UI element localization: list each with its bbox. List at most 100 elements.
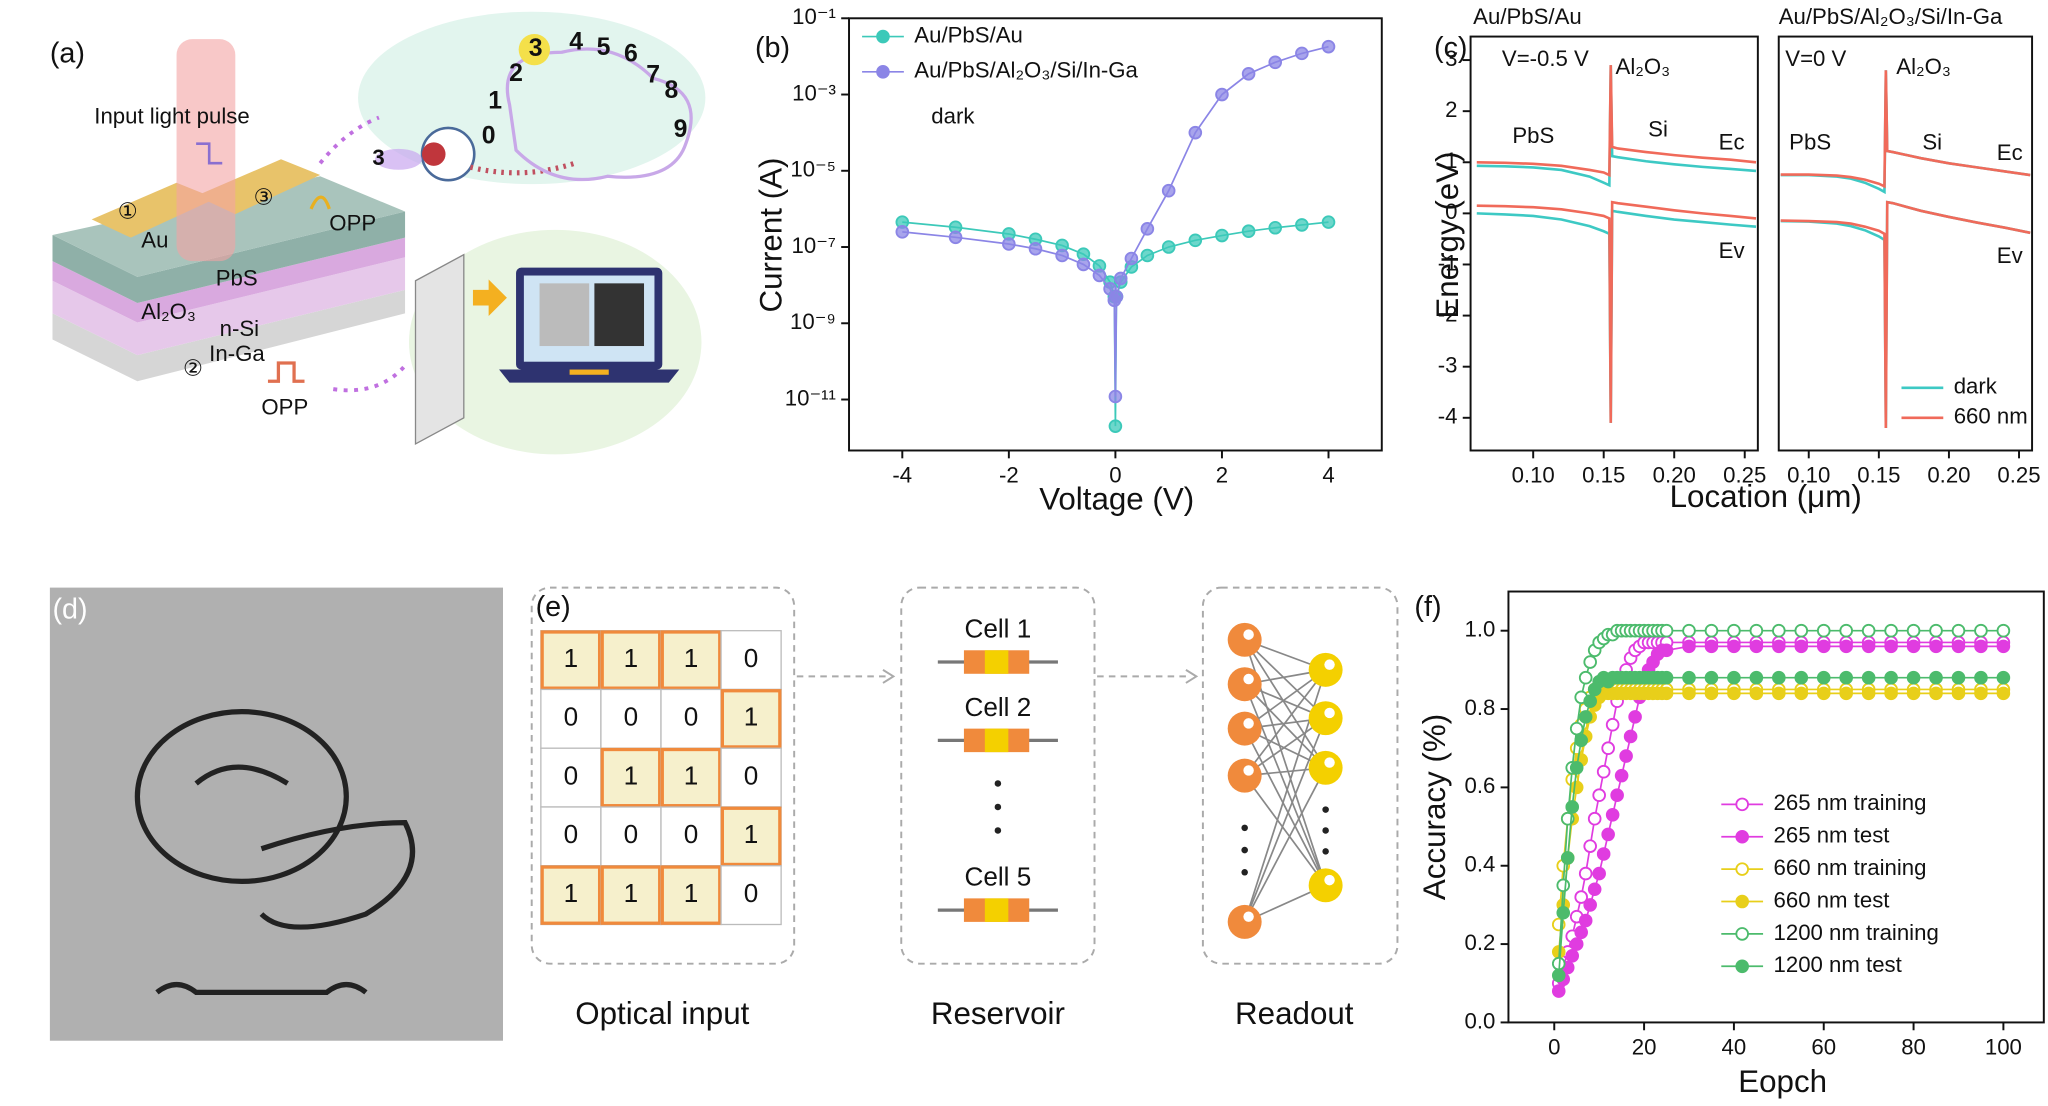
table-value: 1 [744,819,759,849]
point [1772,639,1786,654]
table-value: 1 [624,760,639,790]
image-sheet [414,253,465,446]
point [1884,686,1898,701]
table-value: 1 [684,878,699,908]
y-tick-label: 1 [1445,148,1457,173]
point [1659,643,1674,658]
table-value: 0 [744,760,759,790]
output-node [1308,652,1343,687]
connection [1243,683,1327,886]
caption: Readout [1235,996,1354,1031]
node-highlight [1243,673,1254,685]
point [1727,623,1741,638]
photo-drawing [134,709,416,996]
legend-marker [1735,829,1749,844]
y-tick-label: -2 [1438,301,1458,326]
label: PbS [216,265,258,290]
point [1659,670,1674,685]
point [1704,686,1719,701]
legend-marker [876,29,890,44]
point [1188,125,1203,140]
point [1951,686,1966,701]
label: ③ [254,184,274,209]
x-tick-label: 2 [1216,462,1228,487]
point [1929,639,1943,654]
point [1569,721,1584,736]
point [1321,215,1336,229]
point [1704,639,1719,654]
table-value: 0 [684,702,699,732]
point [1794,670,1809,685]
y-axis-label: Energy (eV) [1430,151,1465,318]
annotation: V=0 V [1785,46,1846,71]
y-tick-label: 0.6 [1465,773,1496,798]
legend-marker [1735,862,1749,876]
plot-frame [1507,590,2045,1024]
point [1076,257,1091,272]
valence-band [1476,209,1757,423]
cell-outline [720,689,782,749]
point [1574,733,1588,748]
point [1929,670,1943,685]
annotation: Ec [1719,129,1745,154]
label: OPP [261,395,308,420]
point [1124,251,1139,266]
y-tick-label: 3 [1445,46,1457,71]
x-tick-label: 0.20 [1927,462,1970,487]
table-value: 1 [624,643,639,673]
point [895,225,910,239]
point [1055,248,1069,263]
digit: 4 [569,29,583,56]
legend-label: Au/PbS/Al₂O₃/Si/In-Ga [914,58,1138,83]
chart-title: Au/PbS/Au [1473,4,1582,29]
label: n-Si [220,316,259,341]
doodle [155,981,368,996]
table-value: 1 [564,643,579,673]
point [1861,623,1876,638]
point [1565,949,1580,963]
panel-label: (f) [1414,591,1441,623]
point [1749,670,1764,685]
legend-marker [1735,927,1749,941]
annotation: dark [931,103,975,128]
point [1974,670,1988,685]
y-tick-label: 10⁻³ [792,80,836,105]
cell-label: Cell 1 [965,614,1032,644]
panel-label: (c) [1434,32,1468,64]
digit: 1 [488,87,502,114]
table-cell [660,747,722,808]
y-tick-label: 10⁻⁵ [790,157,836,182]
x-tick-label: 20 [1632,1034,1657,1059]
point [1610,788,1624,803]
point [1682,686,1696,701]
label: Al₂O₃ [141,299,196,324]
point [1996,623,2011,638]
dot [1322,806,1329,813]
point [1140,222,1155,236]
point [1592,788,1606,803]
point [1295,46,1309,61]
point [1884,670,1898,685]
table-cell [540,688,602,749]
digit: 3 [529,35,543,62]
x-tick-label: 0.10 [1787,462,1830,487]
point [1605,717,1620,732]
table-value: 1 [624,878,639,908]
node-highlight [1243,718,1254,729]
arrow [472,279,507,316]
x-tick-label: -2 [999,462,1019,487]
point [1551,968,1566,983]
y-axis-label: Accuracy (%) [1417,714,1452,900]
panel-label: (b) [755,32,790,64]
point [1605,808,1620,822]
table-value: 0 [624,819,639,849]
node-highlight [1324,757,1335,768]
y-tick-label: 10⁻⁹ [790,309,836,334]
annotation: Ev [1997,243,2024,268]
connection [1244,639,1327,719]
input-node [1227,667,1262,702]
point [1996,670,2011,685]
digit: 2 [509,60,523,87]
